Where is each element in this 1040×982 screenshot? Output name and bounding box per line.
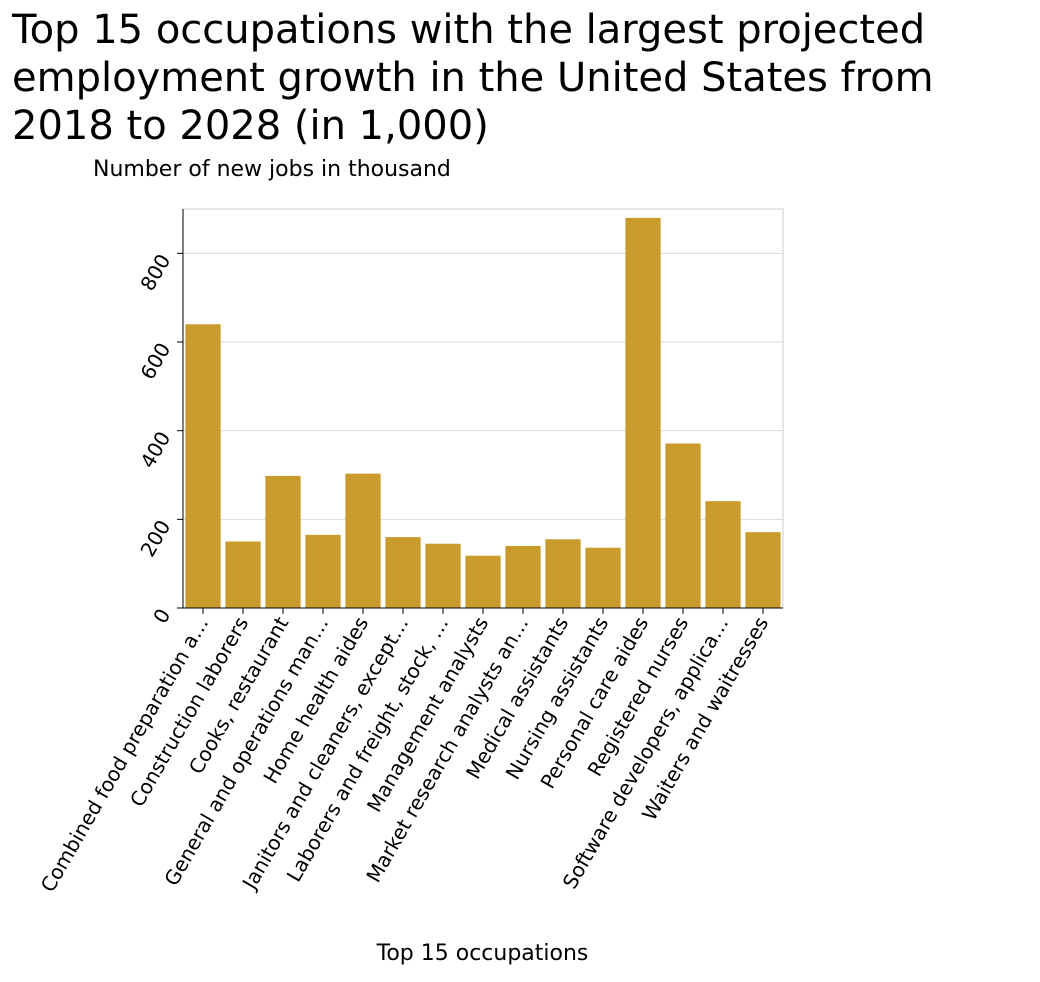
chart-title: Top 15 occupations with the largest proj… (12, 7, 934, 149)
bar (185, 324, 221, 608)
bar (745, 532, 781, 608)
y-tick-label: 0 (148, 605, 175, 628)
bar (585, 547, 621, 608)
bar (505, 545, 541, 608)
bar (225, 541, 261, 608)
bar (705, 501, 741, 608)
y-axis-label: Number of new jobs in thousand (93, 157, 451, 182)
y-tick-label: 200 (135, 516, 175, 561)
bar (425, 543, 461, 608)
bar (305, 534, 341, 608)
x-axis-label: Top 15 occupations (376, 941, 589, 966)
y-tick-label: 600 (135, 339, 175, 384)
bar (385, 537, 421, 608)
bar (345, 473, 381, 608)
bar (265, 475, 301, 608)
y-tick-label: 400 (135, 427, 175, 472)
bar (665, 443, 701, 608)
bar (625, 217, 661, 608)
bar (545, 539, 581, 608)
y-tick-label: 800 (135, 250, 175, 295)
x-ticks: Combined food preparation a…Construction… (36, 608, 773, 896)
bars (185, 217, 781, 608)
y-ticks: 0 200 400 600 800 (135, 250, 183, 628)
bar (465, 555, 501, 608)
